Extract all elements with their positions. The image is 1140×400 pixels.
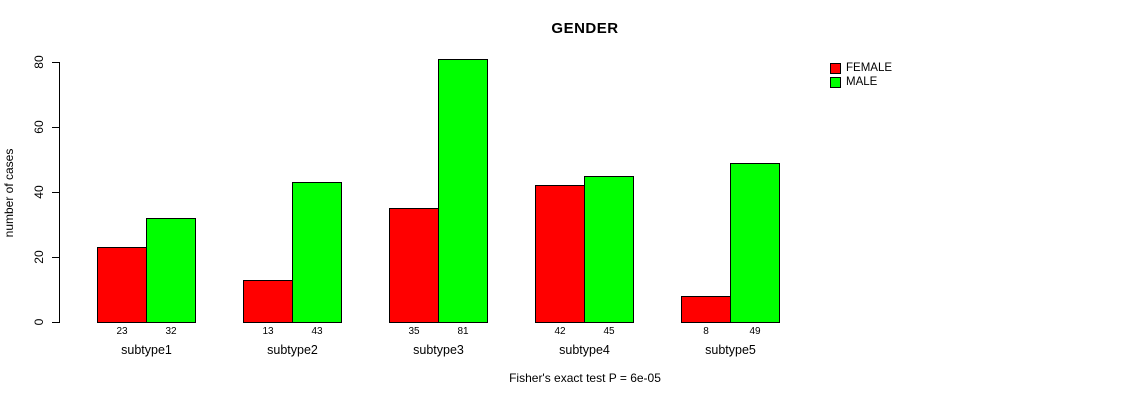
bar-female-subtype1 [97, 247, 147, 323]
y-tick-label-60: 60 [32, 120, 46, 134]
y-tick-mark-0 [52, 322, 59, 323]
bar-male-subtype4 [584, 176, 634, 323]
bar-value-male-subtype2: 43 [311, 326, 323, 337]
bar-value-male-subtype3: 81 [457, 326, 469, 337]
bar-value-female-subtype2: 13 [262, 326, 274, 337]
bar-value-male-subtype1: 32 [165, 326, 177, 337]
bar-female-subtype4 [535, 185, 585, 323]
y-tick-mark-20 [52, 257, 59, 258]
legend-item-female: FEMALE [830, 62, 892, 75]
chart-title: GENDER [551, 20, 619, 37]
y-tick-mark-80 [52, 62, 59, 63]
y-tick-label-40: 40 [32, 185, 46, 199]
legend: FEMALE MALE [830, 62, 892, 90]
bar-male-subtype2 [292, 182, 342, 323]
bar-female-subtype3 [389, 208, 439, 323]
y-tick-label-80: 80 [32, 55, 46, 69]
bar-value-male-subtype5: 49 [749, 326, 761, 337]
footer-annotation: Fisher's exact test P = 6e-05 [509, 371, 661, 385]
y-tick-mark-40 [52, 192, 59, 193]
bar-value-female-subtype3: 35 [408, 326, 420, 337]
bar-value-female-subtype1: 23 [116, 326, 128, 337]
bar-value-female-subtype5: 8 [703, 326, 709, 337]
x-category-label-subtype5: subtype5 [705, 343, 756, 357]
x-category-label-subtype2: subtype2 [267, 343, 318, 357]
y-axis-line [59, 62, 60, 323]
y-tick-label-20: 20 [32, 250, 46, 264]
bar-male-subtype1 [146, 218, 196, 323]
bar-value-female-subtype4: 42 [554, 326, 566, 337]
x-category-label-subtype1: subtype1 [121, 343, 172, 357]
y-tick-mark-60 [52, 127, 59, 128]
bar-female-subtype5 [681, 296, 731, 323]
legend-swatch-male [830, 77, 841, 88]
legend-swatch-female [830, 63, 841, 74]
x-category-label-subtype4: subtype4 [559, 343, 610, 357]
y-axis-label: number of cases [2, 148, 16, 238]
legend-label-female: FEMALE [846, 62, 893, 74]
bar-male-subtype3 [438, 59, 488, 323]
x-category-label-subtype3: subtype3 [413, 343, 464, 357]
bar-male-subtype5 [730, 163, 780, 323]
bar-female-subtype2 [243, 280, 293, 323]
legend-item-male: MALE [830, 76, 892, 89]
legend-label-male: MALE [846, 76, 878, 88]
bar-value-male-subtype4: 45 [603, 326, 615, 337]
y-tick-label-0: 0 [32, 318, 46, 326]
